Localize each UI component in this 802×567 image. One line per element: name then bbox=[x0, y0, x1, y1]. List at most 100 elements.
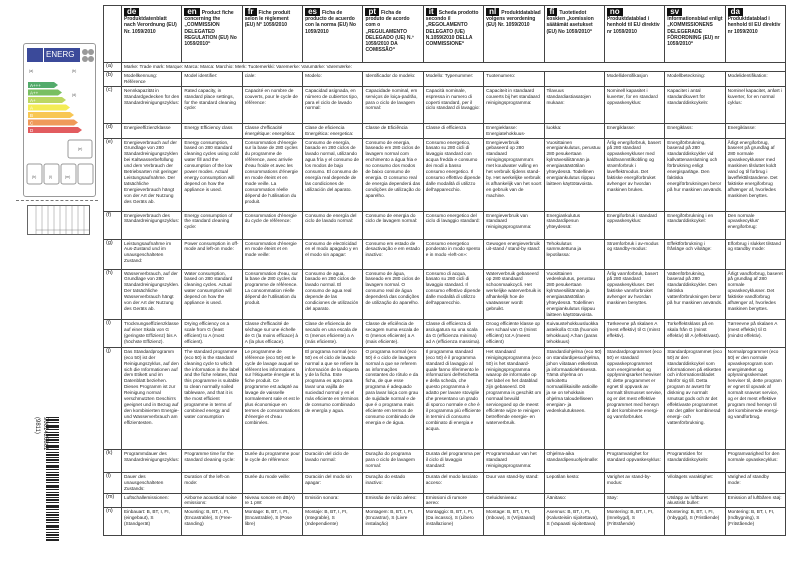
cell-de: Luftschallemissionen: bbox=[120, 492, 183, 509]
cell-es: Emisión sonora: bbox=[302, 492, 364, 509]
cell-da: Årligt vandforbrug, baseret på grundlag … bbox=[724, 268, 786, 320]
language-code-badge: de bbox=[124, 8, 140, 16]
language-code-badge: fi bbox=[546, 8, 558, 16]
cell-es: Capacidad asignada, en número de cubiert… bbox=[302, 85, 364, 124]
cell-no: Årlig energiforbruk, basert på 280 stand… bbox=[603, 137, 666, 212]
label-placeholder: (h) bbox=[32, 175, 36, 179]
cell-no: Programvarighet for standard oppvaskesyk… bbox=[603, 448, 666, 473]
cell-da: Montering: B, BT, I, FI, (Indbygning), S… bbox=[724, 507, 786, 537]
language-header-fi: fi Tuotetiedot koskien „komission säätämä… bbox=[543, 5, 605, 63]
table-row: (l) Dauer des unausgeschalteten Zustands:… bbox=[103, 471, 786, 494]
cell-it: Il programma standard (eco 50) è il prog… bbox=[422, 346, 485, 450]
table-row: (i) Trocknungseffizienzklasse auf einer S… bbox=[103, 318, 786, 348]
energy-label-image: ENERG A+++ A++ A+ A B C D (a) (b) (d) (e) (h) (i) (m) bbox=[23, 43, 96, 197]
cell-en: Drying efficiency on a scale from G (lea… bbox=[181, 318, 243, 348]
cell-de: Energieverbrauch des Standardreinigungsz… bbox=[120, 210, 183, 240]
cell-nl: Tuotenumero: bbox=[483, 70, 545, 87]
energy-class-arrow bbox=[28, 89, 62, 96]
cell-sv: Energiklass: bbox=[664, 122, 726, 139]
cell-nl: Het standaard reinigingsprogramma (eco 5… bbox=[483, 346, 545, 450]
cell-nl: Gewogen energieverbruik uit-stand / stan… bbox=[483, 238, 545, 270]
language-header-it: it Scheda prodotto secondo il „REGOLAMENT… bbox=[422, 5, 485, 63]
cell-no: Energiklasse: bbox=[603, 122, 666, 139]
energy-class-label: A++ bbox=[30, 91, 39, 96]
cell-es: Modelo: bbox=[302, 70, 364, 87]
barcode-bar bbox=[46, 479, 59, 481]
barcode-bar bbox=[46, 517, 59, 518]
cell-sv: Energiförbrukning i en standarddiskcykel… bbox=[664, 210, 726, 240]
energy-class-label: A+ bbox=[30, 98, 36, 103]
fiche-title: Ficha de produto de acordo com o „REGULA… bbox=[365, 10, 414, 54]
cell-no: Modellidentifikasjon bbox=[603, 70, 666, 87]
row-label: (g) bbox=[103, 238, 122, 270]
cell-da: Modelidentifikation: bbox=[724, 70, 786, 87]
cell-de: Wasserverbrauch, auf der Grundlage von 2… bbox=[120, 268, 183, 320]
barcode-bar bbox=[46, 485, 59, 488]
cell-it: Classe di efficienza bbox=[422, 122, 485, 139]
cell-fi bbox=[543, 70, 605, 87]
barcode-bar bbox=[46, 512, 59, 513]
cell-no: Nominell kapasitet i kuverter, for en st… bbox=[603, 85, 666, 124]
svg-text:ENERG: ENERG bbox=[46, 50, 74, 59]
cell-no: Energiforbruk i standard oppvaskesyklus: bbox=[603, 210, 666, 240]
cell-es: Clase de eficiencia Energética: energeti… bbox=[302, 122, 364, 139]
fiche-title: Ficha de producto de acuerdo con la norm… bbox=[305, 10, 356, 35]
cell-fi: Tilavuus standardiastiasatojen mukaan: bbox=[543, 85, 605, 124]
barcode-bar bbox=[46, 449, 59, 450]
cell-de: Einbauart: B, BT, I, FI, (eingebaut), S … bbox=[120, 507, 183, 537]
cell-en: Rated capacity, in standard place settin… bbox=[181, 85, 243, 124]
cell-fi: Standardiohjelma (eco 50) on standardipe… bbox=[543, 346, 605, 450]
language-code-badge: fr bbox=[244, 8, 257, 16]
barcode: 9001426801 (9811) bbox=[30, 417, 60, 541]
table-row: (n) Einbauart: B, BT, I, FI, (eingebaut),… bbox=[103, 507, 786, 537]
barcode-bar bbox=[46, 522, 59, 523]
language-header-en: en Product fiche concerning the „COMMISSI… bbox=[181, 5, 243, 63]
barcode-bar bbox=[46, 494, 59, 496]
barcode-bar bbox=[46, 437, 59, 438]
fiche-title: Produktdatablad i henhold til EU direkti… bbox=[727, 16, 781, 35]
barcode-bar bbox=[46, 454, 59, 456]
cell-it: Modello: Typenummer: bbox=[422, 70, 485, 87]
cell-fr: ciale: bbox=[241, 70, 304, 87]
fiche-title: Scheda prodotto secondo il „REGOLAMENTO … bbox=[425, 10, 479, 48]
energy-class-arrow bbox=[28, 119, 78, 126]
cell-en: Airborne acoustical noise emissions: bbox=[181, 492, 243, 509]
cell-sv: Energiförbrukning, baserad på 280 standa… bbox=[664, 137, 726, 212]
barcode-bar bbox=[46, 529, 59, 530]
cell-pt: O programa normal (eco 50) é o ciclo de … bbox=[362, 346, 424, 450]
cell-da: Programvarighed for den normale opvaskec… bbox=[724, 448, 786, 473]
cell-sv: Modellbeteckning: bbox=[664, 70, 726, 87]
energy-class-arrow bbox=[28, 82, 58, 88]
cut-line bbox=[16, 200, 98, 201]
cell-it: Durata del modo lasciato acceso: bbox=[422, 471, 485, 494]
cell-de: Programmdauer des Standardreinigungszykl… bbox=[120, 448, 183, 473]
cell-en: Mounting: B, BT, I, FI, (Encastrable), S… bbox=[181, 507, 243, 537]
language-code-badge: no bbox=[606, 8, 623, 16]
table-row: (f) Energieverbrauch des Standardreinigun… bbox=[103, 210, 786, 240]
barcode-bar bbox=[46, 465, 59, 468]
language-code-badge: sv bbox=[667, 8, 683, 16]
barcode-bar bbox=[46, 519, 59, 521]
cell-es: Consumo de energía, basado en 280 ciclos… bbox=[302, 137, 364, 212]
cell-no: Montering: B, BT, I, FI, (Innebygd), S (… bbox=[603, 507, 666, 537]
row-label: (m) bbox=[103, 492, 122, 509]
barcode-bar bbox=[46, 502, 59, 503]
cell-da: Tørreevne på skalaen A (mest effektiv) t… bbox=[724, 318, 786, 348]
cell-fi: luokka: bbox=[543, 122, 605, 139]
language-code-badge: en bbox=[184, 8, 200, 16]
cell-pt: Classe de eficiência de secagem numa esc… bbox=[362, 318, 424, 348]
cell-fr: Classe d'efficacité de séchage sur une é… bbox=[241, 318, 304, 348]
barcode-bar bbox=[46, 445, 59, 448]
cell-sv: Standardprogrammet (eco 50) är den stand… bbox=[664, 346, 726, 450]
cell-it: Montaggio: B, BT, I, FI, (Da incasso), S… bbox=[422, 507, 485, 537]
cell-de: Leistungsaufnahme im Aus-Zustand und im … bbox=[120, 238, 183, 270]
cell-da: Elforbrug i slukket tilstand og standby … bbox=[724, 238, 786, 270]
label-placeholder: (e) bbox=[78, 147, 82, 151]
cell-en: The standard programme (eco 50) is the s… bbox=[181, 346, 243, 450]
cell-nl: Energieverbruik van standaard reinigings… bbox=[483, 210, 545, 240]
language-code-badge: nl bbox=[486, 8, 500, 16]
barcode-bar bbox=[46, 469, 59, 470]
cell-en: Programme time for the standard cleaning… bbox=[181, 448, 243, 473]
barcode-bar bbox=[46, 532, 59, 533]
language-header-nl: nl Produktdatablad volgens verordening (E… bbox=[483, 5, 545, 63]
